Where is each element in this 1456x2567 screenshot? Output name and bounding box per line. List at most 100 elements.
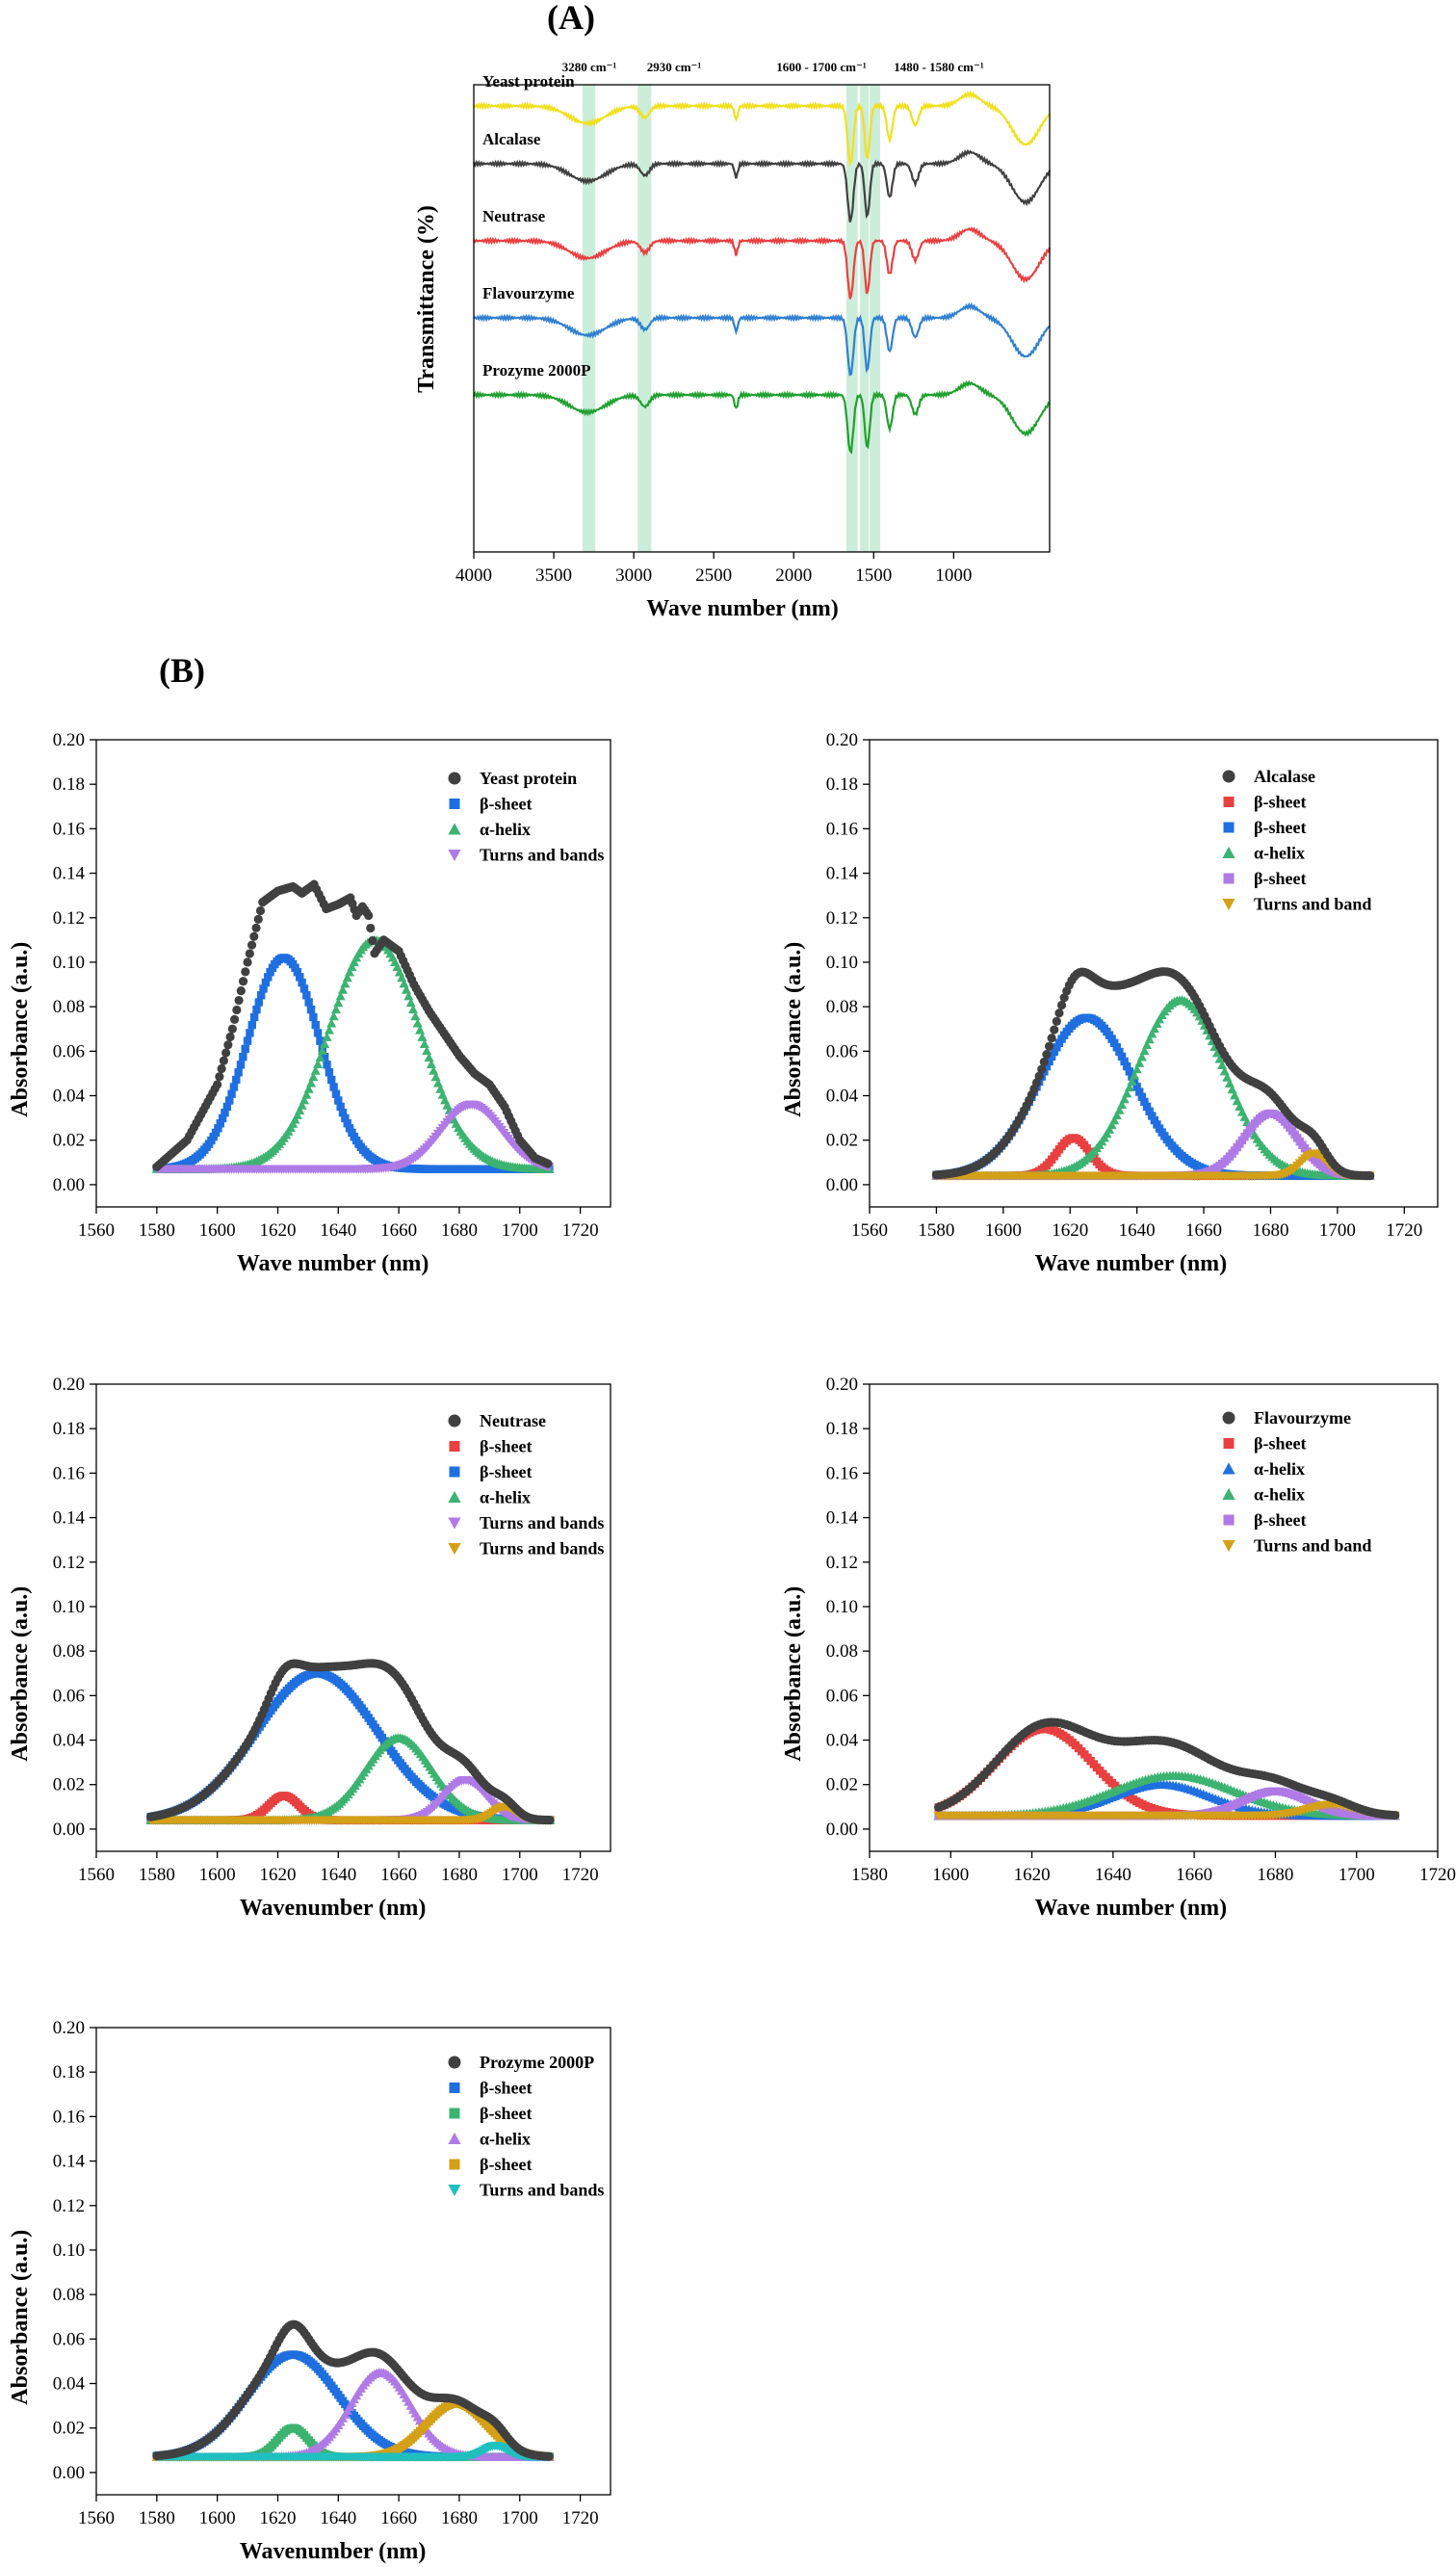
data-point [291, 963, 299, 972]
data-point [340, 979, 351, 988]
y-tick-label: 0.20 [826, 1375, 858, 1395]
data-point [247, 1020, 256, 1030]
x-tick-label: 1560 [851, 1220, 888, 1241]
data-point [236, 986, 246, 996]
x-axis-title: Wavenumber (nm) [240, 1896, 427, 1921]
y-tick-label: 0.08 [826, 1641, 858, 1662]
data-point [313, 1059, 324, 1069]
y-tick-label: 0.02 [826, 1131, 858, 1151]
y-tick-label: 0.12 [826, 1553, 858, 1573]
data-point [306, 1005, 316, 1014]
legend-marker [448, 1543, 461, 1556]
data-point [302, 991, 311, 1000]
data-point [1152, 1018, 1162, 1029]
legend-marker [1222, 770, 1235, 783]
data-point [345, 1124, 354, 1133]
y-tick-label: 0.18 [826, 1419, 858, 1439]
band-label: 3280 cm⁻¹ [562, 60, 617, 74]
y-tick-label: 0.20 [826, 730, 858, 750]
x-tick-label: 1720 [1386, 1220, 1422, 1241]
data-point [308, 1072, 319, 1082]
y-tick-label: 0.16 [826, 819, 858, 839]
y-tick-label: 0.18 [53, 774, 85, 795]
data-point [1050, 1025, 1059, 1035]
data-point [299, 984, 309, 993]
legend-marker [448, 823, 461, 835]
y-tick-label: 0.00 [53, 2463, 85, 2483]
series-turns-and-bands-3 [151, 1100, 555, 1174]
data-point [1147, 1029, 1157, 1038]
series-total-flavourzyme [934, 1717, 1400, 1820]
x-tick-label: 1580 [139, 1220, 175, 1241]
x-tick-label: 1620 [1014, 1865, 1051, 1885]
legend-marker [1222, 1540, 1235, 1553]
data-point [1054, 1008, 1064, 1018]
data-point [234, 1068, 243, 1077]
y-tick-label: 0.02 [826, 1775, 858, 1795]
x-tick-label: 1600 [985, 1220, 1022, 1241]
data-point [412, 1018, 423, 1028]
data-point [243, 1036, 252, 1045]
x-tick-label: 1560 [78, 1865, 115, 1885]
x-tick-label: 1600 [199, 1220, 236, 1241]
data-point [1119, 1094, 1130, 1104]
ftir-transmittance-chart: 3280 cm⁻¹ 2930 cm⁻¹ 1600 - 1700 cm⁻¹ 1480 -… [414, 60, 1052, 621]
x-axis-title: Wave number (nm) [237, 1251, 429, 1276]
x-tick-label: 1660 [380, 2508, 417, 2528]
spectrum-label: Flavourzyme [482, 284, 575, 302]
x-tick-label: 1600 [199, 1865, 236, 1885]
data-point [1042, 1049, 1052, 1060]
x-tick-label: 1620 [1052, 1220, 1088, 1241]
x-tick-label: 1560 [78, 2508, 115, 2528]
data-point [419, 1038, 429, 1049]
plot-frame [95, 739, 611, 1208]
data-point [543, 1159, 553, 1168]
x-tick-label: 1620 [259, 1865, 296, 1885]
data-point [1124, 1082, 1134, 1092]
y-tick-label: 0.04 [826, 1087, 859, 1107]
data-point [264, 973, 273, 982]
data-point [246, 1029, 254, 1037]
data-point [232, 1005, 242, 1015]
data-point [345, 967, 355, 977]
data-point [1047, 1052, 1056, 1061]
data-point [213, 1080, 222, 1089]
x-tick-label: 1720 [562, 1220, 599, 1241]
data-point [1132, 1083, 1141, 1091]
x-tick-label: 1000 [935, 565, 972, 586]
data-point [1034, 1071, 1044, 1081]
plot-frame [473, 84, 1051, 553]
spectrum-label: Prozyme 2000P [482, 361, 591, 380]
data-point [297, 1100, 307, 1110]
x-tick-label: 3000 [615, 565, 652, 586]
data-point [545, 1815, 555, 1825]
band-label: 1600 - 1700 cm⁻¹ [776, 60, 867, 74]
legend-marker [449, 1441, 460, 1452]
x-tick-label: 1680 [1252, 1220, 1288, 1241]
y-axis-title: Transmittance (%) [414, 205, 439, 393]
data-point [341, 1113, 350, 1123]
data-point [415, 1025, 426, 1035]
legend-marker [1222, 1462, 1235, 1475]
legend-label: α-helix [1254, 1459, 1305, 1479]
data-point [216, 1119, 224, 1128]
data-point [311, 1020, 320, 1030]
data-point [315, 1052, 325, 1062]
data-point [417, 1032, 428, 1041]
legend-marker [1222, 1411, 1235, 1425]
data-point [236, 1061, 246, 1069]
data-point [1053, 1043, 1061, 1052]
data-point [410, 1011, 421, 1021]
data-point [209, 1132, 218, 1141]
x-tick-label: 1680 [1257, 1865, 1293, 1885]
x-axis-title: Wave number (nm) [646, 596, 839, 621]
legend-label: Turns and band [1254, 1536, 1371, 1556]
data-point [1123, 1061, 1131, 1071]
data-point [403, 991, 414, 1001]
legend-marker [448, 850, 461, 862]
x-tick-label: 1660 [1185, 1220, 1222, 1241]
data-point [249, 1012, 259, 1022]
series-total-neutrase [145, 1659, 555, 1825]
data-point [1142, 1102, 1152, 1112]
series-sheet-1 [152, 954, 554, 1173]
